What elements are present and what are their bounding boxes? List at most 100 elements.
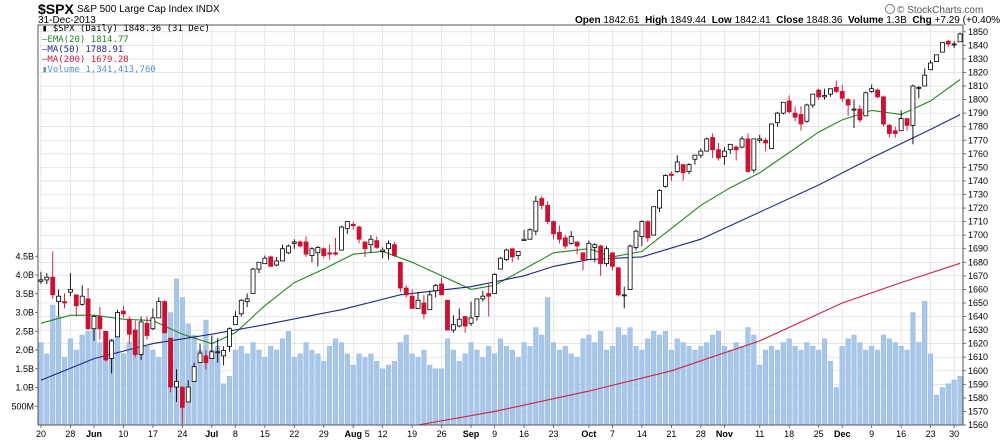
candle-down	[168, 337, 173, 388]
volume-bar	[810, 346, 816, 426]
volume-bar	[497, 338, 504, 426]
candle-up	[810, 93, 816, 106]
price-tick-label: 1780	[968, 122, 988, 132]
candle-down	[85, 298, 91, 330]
volume-bar	[262, 357, 268, 426]
volume-bar	[786, 338, 792, 426]
volume-bar	[715, 331, 722, 426]
volume-bar	[627, 327, 633, 426]
legend-ma200: —MA(200) 1679.28	[42, 55, 129, 65]
candle-up	[651, 206, 657, 236]
date-tick-label: Aug	[344, 429, 362, 439]
candle-up	[309, 248, 315, 256]
candle-down	[745, 138, 751, 172]
volume-bars	[38, 278, 963, 426]
candle-down	[397, 261, 403, 289]
volume-bar	[698, 346, 704, 426]
candle-up	[939, 42, 945, 53]
candle-up	[386, 242, 391, 250]
candle-down	[268, 256, 274, 267]
date-axis: 20 28 Jun 10 17 24 Jul 8 15 22 29 Aug 5 12 19 26 Sep 9 16 2…	[36, 425, 959, 439]
candle-up	[315, 246, 321, 254]
date-tick-label: Jun	[86, 429, 102, 439]
candle-down	[945, 40, 951, 45]
candle-down	[162, 301, 168, 334]
price-tick-label: 1570	[968, 406, 988, 416]
candle-down	[598, 245, 604, 265]
price-tick-label: 1730	[968, 189, 988, 199]
candle-down	[545, 204, 551, 223]
legend-price-text: $SPX (Daily) 1848.36 (31 Dec)	[52, 24, 210, 34]
candle-up	[79, 295, 85, 305]
candle-up	[515, 251, 521, 256]
candlesticks	[38, 32, 963, 424]
volume-tick-label: 1.0B	[15, 383, 34, 393]
change-label: Chg	[912, 15, 932, 26]
legend-price: ▮ $SPX (Daily) 1848.36 (31 Dec)	[42, 24, 210, 34]
candle-up	[739, 138, 745, 148]
volume-bar	[568, 353, 574, 426]
price-tick-label: 1790	[968, 108, 988, 118]
candle-down	[562, 237, 568, 247]
volume-bar	[150, 349, 156, 426]
candle-down	[574, 241, 580, 247]
date-tick-label: 14	[637, 429, 647, 439]
candle-up	[533, 200, 539, 232]
volume-bar	[651, 331, 657, 426]
volume-bar	[780, 342, 786, 426]
volume-bar	[38, 342, 44, 426]
volume-bar	[822, 338, 828, 426]
candle-up	[863, 92, 869, 117]
date-tick-label: 22	[289, 429, 299, 439]
volume-bar	[238, 346, 244, 426]
price-tick-label: 1600	[968, 366, 988, 376]
candle-up	[910, 85, 916, 126]
date-tick-label: 8	[233, 429, 238, 439]
candle-up	[56, 295, 62, 303]
volume-bar	[863, 349, 869, 426]
volume-bar	[886, 338, 892, 426]
legend-volume: ▮Volume 1,341,413,760	[42, 65, 156, 75]
volume-tick-label: 4.0B	[15, 270, 34, 280]
date-tick-label: 12	[378, 429, 388, 439]
volume-bar	[645, 338, 651, 426]
candle-down	[551, 221, 556, 235]
candle-up	[221, 350, 226, 357]
date-tick-label: 11	[755, 429, 764, 439]
volume-bar	[574, 357, 580, 426]
candle-down	[816, 89, 822, 98]
volume-bar	[415, 357, 421, 426]
candle-up	[433, 284, 439, 292]
candle-up	[568, 236, 574, 244]
candle-up	[698, 150, 704, 156]
volume-bar	[839, 346, 845, 426]
candle-down	[580, 252, 586, 260]
volume-label: Volume	[848, 15, 884, 26]
volume-bar	[816, 349, 822, 426]
candle-down	[403, 287, 409, 296]
volume-bar	[892, 342, 898, 426]
candle-down	[179, 386, 185, 408]
volume-bar	[291, 357, 297, 426]
ma-50-line	[40, 114, 961, 381]
ma-200-line	[417, 262, 961, 426]
volume-tick-label: 3.0B	[15, 308, 34, 318]
candle-down	[121, 310, 126, 315]
volume-bar	[710, 334, 716, 426]
candle-up	[156, 301, 162, 319]
price-tick-label: 1660	[968, 284, 988, 294]
price-tick-label: 1760	[968, 149, 988, 159]
volume-tick-label: 500M	[11, 401, 34, 411]
volume-bar	[244, 353, 250, 426]
stockcharts-credit[interactable]: © StockCharts.com	[885, 4, 983, 16]
candle-down	[509, 248, 515, 258]
volume-bar	[321, 361, 327, 426]
candle-up	[227, 328, 232, 347]
volume-bar	[880, 334, 886, 426]
volume-bar	[939, 387, 945, 426]
candle-down	[421, 302, 427, 315]
price-tick-label: 1740	[968, 176, 988, 186]
volume-bar	[44, 353, 50, 426]
volume-bar	[56, 316, 62, 426]
volume-bar	[857, 342, 863, 426]
